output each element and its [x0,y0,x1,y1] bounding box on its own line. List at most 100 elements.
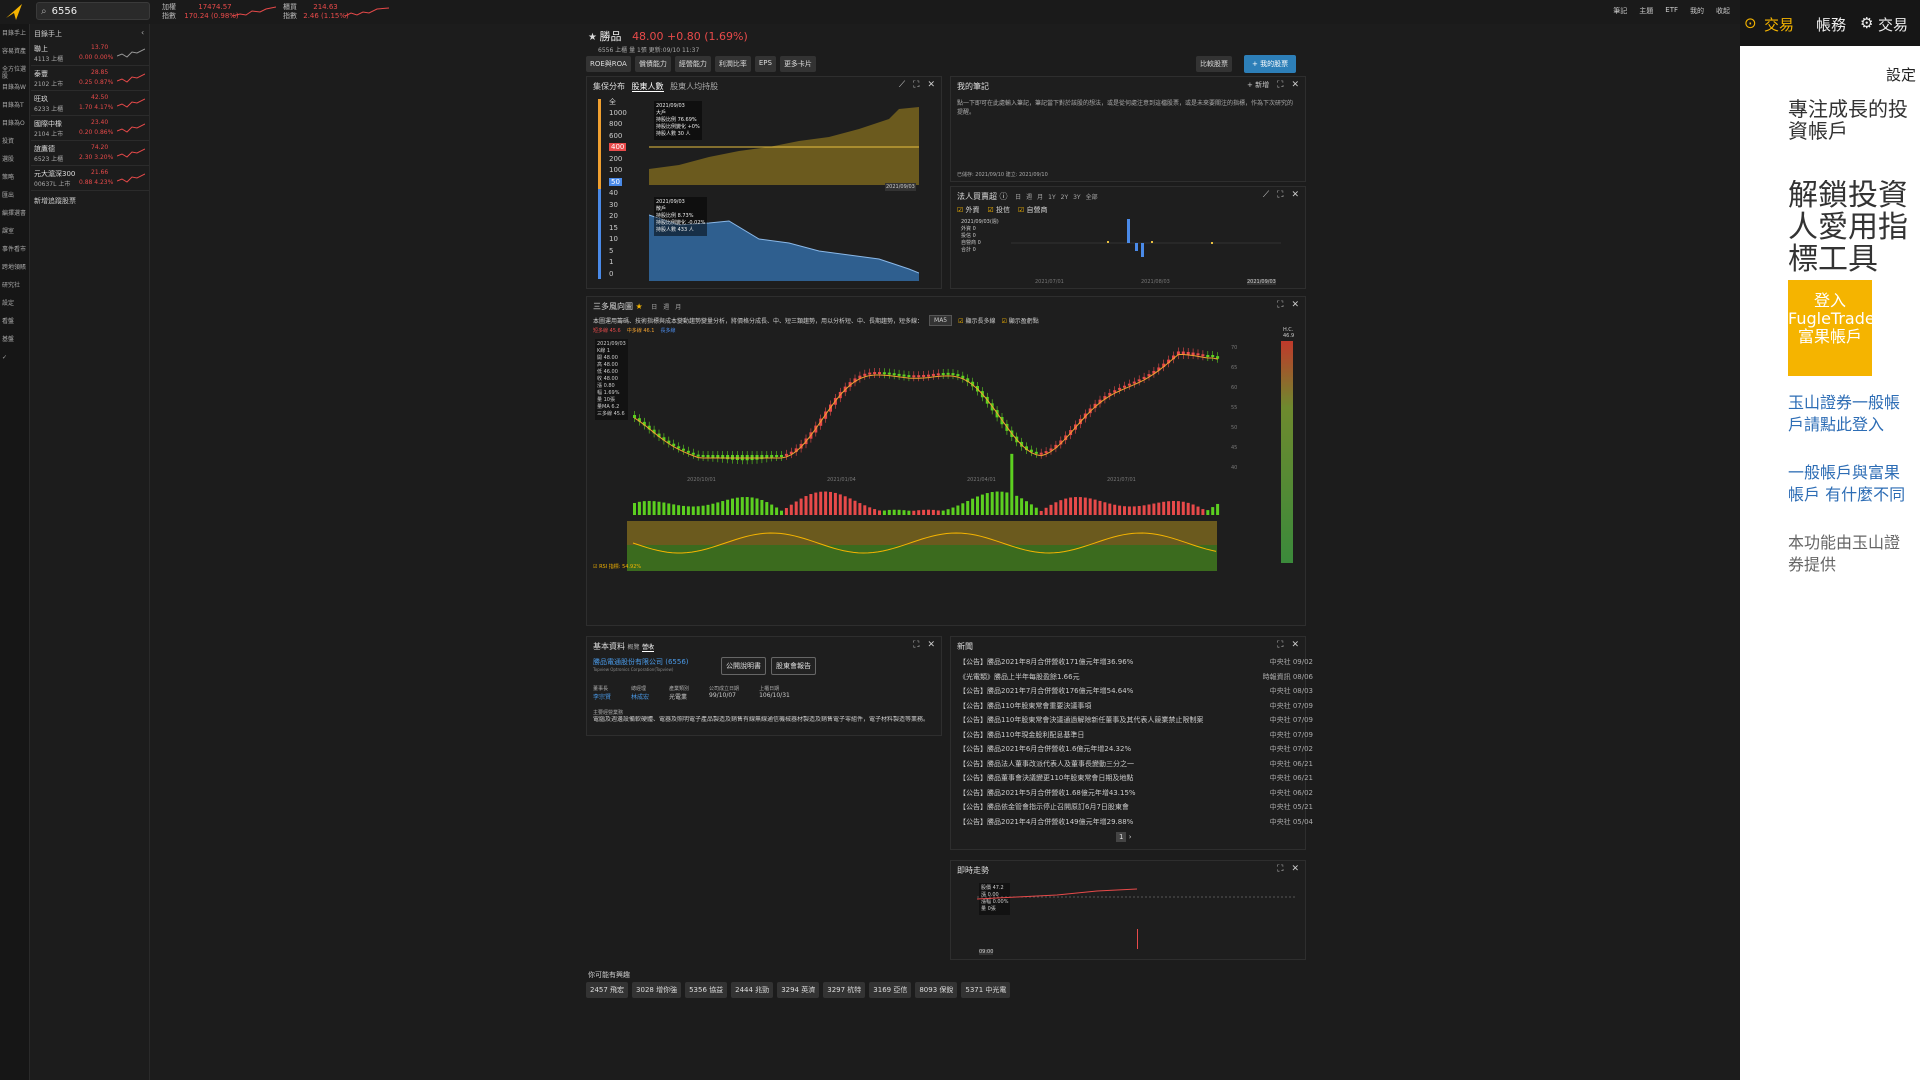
account-diff-link[interactable]: 一般帳戶與富果帳戶 有什麼不同 [1788,463,1906,504]
add-watch-stock[interactable]: 新增追蹤股票 [34,197,76,205]
close-icon[interactable]: ✕ [1291,640,1299,650]
holder-level[interactable]: 600 [609,131,623,140]
news-item[interactable]: 【公告】勝品110年現金股利配息基準日 中央社 07/09 [959,730,1313,740]
add-note-button[interactable]: + 新增 [1247,81,1270,89]
slider-upper[interactable] [598,99,601,189]
trend-period[interactable]: 週 [663,304,670,311]
watch-row[interactable]: 誼鷹德 6523 上櫃 74.20 2.30 3.20% [31,142,149,166]
index-taiex[interactable]: 加權 17474.57 指數 170.24 (0.98%) [162,3,239,20]
stock-tab[interactable]: ROE與ROA [586,56,631,72]
inst-period[interactable]: 全部 [1085,194,1098,201]
login-button[interactable]: 登入 FugleTrade 富果帳戶 [1788,280,1875,376]
news-item[interactable]: 【公告】勝品110年股東常會重要決議事項 中央社 07/09 [959,701,1313,711]
holder-level[interactable]: 5 [609,246,614,255]
nav-item[interactable]: 目錄手上 [2,30,27,37]
nav-item[interactable]: 基盤 [2,336,15,343]
watch-row[interactable]: 旺玖 6233 上櫃 42.50 1.70 4.17% [31,92,149,116]
expand-icon[interactable]: ⛶ [1277,300,1284,310]
close-icon[interactable]: ✕ [927,640,935,650]
nav-item[interactable]: 目錄為W [2,84,26,91]
tab-avg-hold[interactable]: 股東人均持股 [670,82,719,91]
nav-item[interactable]: 目錄為T [2,102,24,109]
related-stock[interactable]: 5371 中光電 [961,982,1011,998]
expand-icon[interactable]: ⛶ [913,80,920,90]
search-input[interactable]: ⌕ 6556 [36,2,150,20]
account-tab[interactable]: 帳務 [1816,16,1847,34]
chart-icon[interactable]: ⟋ [1262,190,1270,200]
trend-period[interactable]: 日 [651,304,658,311]
holder-level[interactable]: 40 [609,189,618,197]
tab-overview[interactable]: 概覽 [627,644,640,651]
related-stock[interactable]: 2444 兆勁 [731,982,774,998]
holder-level[interactable]: 1000 [609,108,627,117]
holder-level[interactable]: 1 [609,258,614,266]
nav-item[interactable]: 看盤 [2,318,15,325]
nav-item[interactable]: 目錄為O [2,120,25,127]
news-item[interactable]: 【公告】勝品2021年6月合併營收1.6億元年增24.32% 中央社 07/02 [959,744,1313,754]
close-icon[interactable]: ✕ [1291,190,1299,200]
trend-period[interactable]: 月 [675,304,682,311]
news-item[interactable]: 【公告】勝品董事會決議變更110年股東常會日期及地點 中央社 06/21 [959,773,1313,783]
theme-link[interactable]: 主題 [1639,7,1654,15]
expand-icon[interactable]: ⛶ [1277,864,1284,874]
rsi-label[interactable]: ☑ RSI 指標: 54.92% [593,564,642,570]
my-link[interactable]: 我的 [1690,7,1704,15]
app-logo-icon[interactable] [4,2,26,22]
nav-item[interactable]: 容易資產 [2,48,27,55]
nav-item[interactable]: 投資 [2,138,15,145]
chart-icon[interactable]: ⟋ [898,80,906,90]
news-item[interactable]: 【公告】勝品110年股東常會決議通過解除新任董事及其代表人競業禁止限制案 中央社 … [959,715,1313,725]
collapse-link[interactable]: 收起 [1716,7,1730,15]
watch-row[interactable]: 元大滬深300 00637L 上市 21.66 0.88 4.23% [31,167,149,191]
holder-level[interactable]: 200 [609,154,623,163]
watch-row[interactable]: 聯上 4113 上櫃 13.70 0.00 0.00% [31,42,149,66]
stock-tab[interactable]: 更多卡片 [779,56,816,72]
slider-lower[interactable] [598,189,601,279]
tab-revenue[interactable]: 營收 [642,644,655,652]
news-item[interactable]: 《光電類》勝品上半年每股盈餘1.66元 時報資訊 08/06 [959,672,1313,682]
nav-item[interactable]: 全方位選股 [2,66,27,80]
ma-select[interactable]: MA5 [929,315,953,326]
holder-level[interactable]: 10 [609,235,618,243]
settings-icon[interactable]: ⚙ [1860,14,1874,32]
stock-tab[interactable]: 經營能力 [674,56,711,72]
nav-item[interactable]: 編擇選書 [2,210,27,217]
expand-icon[interactable]: ⛶ [913,640,920,650]
holder-levels[interactable]: 全 1000 800 600 400 200 100 50 40 30 20 15 10 5 1 0 [609,97,637,283]
holder-level[interactable]: 20 [609,212,618,220]
inst-period[interactable]: 日 [1015,194,1022,201]
compare-button[interactable]: 比較股票 [1196,56,1232,72]
prospectus-button[interactable]: 公開說明書 [721,657,766,675]
stock-tab[interactable]: 利潤比率 [714,56,751,72]
trade-settings-tab[interactable]: 交易 [1878,16,1909,34]
nav-item[interactable]: 跨地領賬 [2,264,27,271]
inst-period[interactable]: 2Y [1060,194,1069,201]
related-stock[interactable]: 3169 亞信 [869,982,912,998]
page-1[interactable]: 1 [1116,832,1127,842]
stock-tab[interactable]: 償債能力 [634,56,671,72]
news-item[interactable]: 【公告】勝品2021年8月合併營收171億元年增36.96% 中央社 09/02 [959,657,1313,667]
close-icon[interactable]: ✕ [1291,80,1299,90]
holder-level[interactable]: 400 [609,143,627,151]
news-item[interactable]: 【公告】勝品依金管會指示停止召開原訂6月7日股東會 中央社 05/21 [959,802,1313,812]
nav-item[interactable]: 策略 [2,174,15,181]
next-page[interactable]: › [1128,833,1132,841]
etf-link[interactable]: ETF [1665,6,1678,14]
close-icon[interactable]: ✕ [1291,864,1299,874]
close-icon[interactable]: ✕ [1291,300,1299,310]
holder-level[interactable]: 全 [609,98,616,106]
trade-icon[interactable]: ⊙ [1744,14,1757,32]
holder-level[interactable]: 15 [609,223,618,232]
related-stock[interactable]: 8093 保銳 [915,982,958,998]
company-name[interactable]: 勝品電通股份有限公司 (6556) [593,658,689,666]
nav-item[interactable]: ✓ [2,354,8,361]
tab-holders[interactable]: 股東人數 [631,82,664,92]
close-icon[interactable]: ✕ [927,80,935,90]
holder-level[interactable]: 30 [609,200,618,209]
notes-body[interactable]: 點一下即可在此處輸入筆記，筆記當下對於該股的想法，或是從何處注意到這檔股票，或是… [957,100,1294,116]
related-stock[interactable]: 3297 杭特 [823,982,866,998]
trade-tab[interactable]: 交易 [1764,16,1795,34]
expand-icon[interactable]: ⛶ [1277,640,1284,650]
inst-period[interactable]: 3Y [1073,194,1081,201]
expand-icon[interactable]: ⛶ [1277,190,1284,200]
